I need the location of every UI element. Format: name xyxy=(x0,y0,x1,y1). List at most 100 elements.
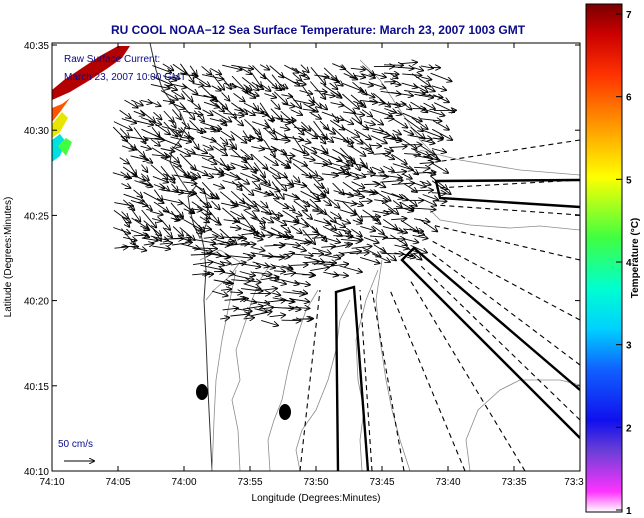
x-tick-label: 74:05 xyxy=(105,477,130,488)
colorbar-tick-label: 6 xyxy=(626,93,632,104)
current-vector xyxy=(231,243,249,245)
current-vector xyxy=(282,210,299,221)
x-tick-label: 73:45 xyxy=(369,477,394,488)
current-vector xyxy=(403,130,414,134)
current-vector xyxy=(309,173,323,188)
current-vector xyxy=(413,253,422,260)
current-vector xyxy=(264,94,276,98)
current-vector xyxy=(321,209,336,222)
current-vector xyxy=(263,127,277,139)
current-vector xyxy=(391,183,414,185)
current-vector xyxy=(130,208,140,221)
current-vector xyxy=(420,119,441,121)
current-vector xyxy=(291,193,309,207)
current-vector xyxy=(251,217,265,222)
current-vector xyxy=(384,118,393,119)
current-vector xyxy=(242,253,255,256)
current-vector xyxy=(240,172,259,181)
current-vector xyxy=(251,174,266,182)
current-vector xyxy=(120,171,130,178)
current-vector xyxy=(284,244,300,246)
current-vector xyxy=(340,153,353,166)
current-vector xyxy=(263,167,280,178)
current-vector xyxy=(279,127,289,130)
current-vector xyxy=(193,238,215,243)
current-vector xyxy=(159,183,170,191)
sst-edge-orange xyxy=(52,98,70,122)
current-vector xyxy=(141,209,157,227)
current-vector xyxy=(244,118,260,134)
current-vector xyxy=(272,84,281,90)
current-vector xyxy=(332,148,352,160)
current-vector xyxy=(220,318,229,320)
current-vector xyxy=(250,136,263,140)
current-vector xyxy=(383,148,393,151)
current-vector xyxy=(309,127,325,143)
current-vector xyxy=(360,256,379,263)
current-vector xyxy=(119,157,129,164)
current-vector xyxy=(180,63,193,82)
colorbar-tick-label: 1 xyxy=(626,506,632,517)
current-vector xyxy=(351,228,361,236)
current-vector xyxy=(222,272,234,274)
current-vector xyxy=(300,190,320,201)
current-vector xyxy=(274,139,290,141)
current-vector xyxy=(172,129,181,136)
current-vector xyxy=(233,308,252,311)
current-vector xyxy=(351,181,365,188)
current-vector xyxy=(150,211,163,215)
current-vector xyxy=(221,172,240,179)
current-vector xyxy=(150,164,168,180)
current-vector xyxy=(262,216,273,222)
current-vector xyxy=(371,109,392,117)
current-vector xyxy=(180,190,197,193)
current-vector xyxy=(150,83,170,88)
current-vector xyxy=(411,117,428,130)
current-vector xyxy=(113,227,130,234)
sst-warm-patch xyxy=(52,46,130,100)
current-vector xyxy=(281,185,293,187)
current-vector xyxy=(431,193,446,194)
current-vector xyxy=(399,137,417,149)
current-vector xyxy=(410,244,427,252)
current-vector xyxy=(113,210,131,222)
current-vector xyxy=(401,193,416,206)
current-vector xyxy=(182,110,203,115)
current-vector xyxy=(310,267,329,270)
current-vector xyxy=(402,112,422,121)
current-vector xyxy=(422,95,442,98)
current-vector xyxy=(140,155,152,163)
current-vector xyxy=(342,181,360,194)
current-vector xyxy=(172,226,183,236)
current-vector xyxy=(151,126,160,137)
current-vector xyxy=(320,182,328,193)
current-vector xyxy=(219,165,235,169)
current-vector xyxy=(273,271,285,272)
current-vector xyxy=(231,64,253,69)
current-vector xyxy=(300,217,318,233)
current-vector xyxy=(203,95,217,99)
current-vector xyxy=(312,264,334,265)
current-vector xyxy=(211,174,224,175)
current-vector xyxy=(290,265,308,266)
current-vector xyxy=(242,299,256,303)
current-vector xyxy=(360,100,377,102)
current-vector xyxy=(350,68,365,70)
current-vector xyxy=(263,155,278,165)
current-vector xyxy=(231,280,250,282)
current-vector xyxy=(233,93,245,101)
current-vector xyxy=(302,229,316,244)
current-vector xyxy=(243,84,252,90)
current-vector xyxy=(433,201,446,202)
radial-dashed-lines xyxy=(299,139,580,471)
map-plot xyxy=(52,43,580,471)
current-vector xyxy=(392,227,407,232)
current-vector xyxy=(280,225,290,232)
current-vector xyxy=(372,225,384,234)
current-vector xyxy=(199,216,209,223)
current-vector xyxy=(401,173,412,179)
current-vector xyxy=(273,245,283,246)
current-vector xyxy=(432,138,443,140)
current-vector xyxy=(211,110,231,122)
current-vector xyxy=(259,64,269,70)
